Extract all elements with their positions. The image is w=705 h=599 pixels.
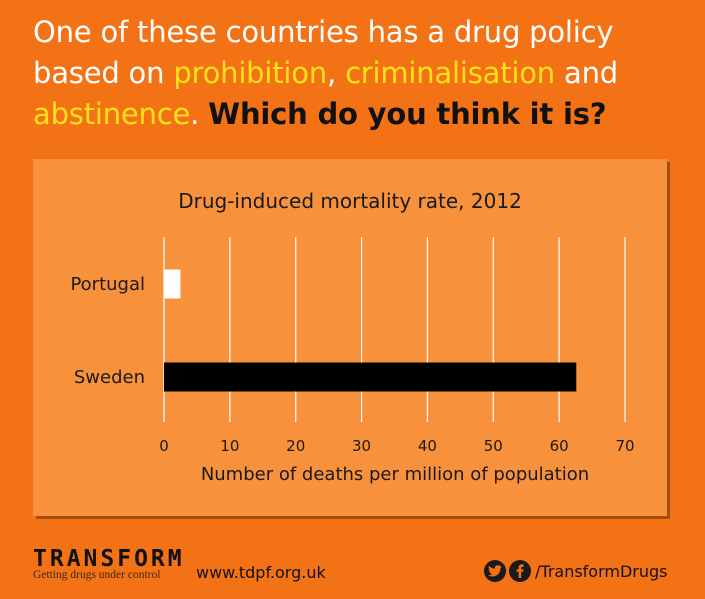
headline-text: One of these countries has a drug policy… <box>33 15 614 90</box>
chart-panel: Drug-induced mortality rate, 2012 0 10 20 3… <box>33 159 667 516</box>
bar-portugal <box>164 269 181 299</box>
facebook-icon[interactable] <box>509 560 531 582</box>
headline: One of these countries has a drug policy… <box>33 12 693 135</box>
bar-chart: 0 10 20 30 40 50 60 70 Portugal Sweden Number of d… <box>70 237 635 485</box>
category-label: Portugal <box>70 274 145 295</box>
transform-logo: TRANSFORM <box>33 546 185 572</box>
headline-highlight-abstinence: abstinence <box>33 97 191 131</box>
x-axis-label: Number of deaths per million of populati… <box>201 464 589 485</box>
x-tick-label: 30 <box>352 437 371 455</box>
headline-comma: , <box>327 56 346 90</box>
x-tick-label: 60 <box>550 437 569 455</box>
social-links: /TransformDrugs <box>484 559 668 583</box>
logo-tagline: Getting drugs under control <box>33 569 161 581</box>
social-handle[interactable]: /TransformDrugs <box>535 561 668 581</box>
x-tick-label: 40 <box>418 437 437 455</box>
headline-and: and <box>555 56 618 90</box>
x-tick-label: 10 <box>220 437 239 455</box>
x-tick-label: 0 <box>159 437 169 455</box>
chart-title: Drug-induced mortality rate, 2012 <box>178 189 522 213</box>
twitter-icon[interactable] <box>484 560 506 582</box>
headline-question: Which do you think it is? <box>208 97 607 131</box>
bar-sweden <box>164 362 577 392</box>
category-label: Sweden <box>74 367 145 388</box>
website-link[interactable]: www.tdpf.org.uk <box>196 563 326 582</box>
x-tick-label: 50 <box>484 437 503 455</box>
headline-highlight-prohibition: prohibition <box>173 56 328 90</box>
headline-highlight-criminalisation: criminalisation <box>345 56 555 90</box>
headline-period: . <box>190 97 209 131</box>
x-tick-label: 20 <box>286 437 305 455</box>
x-tick-label: 70 <box>615 437 634 455</box>
